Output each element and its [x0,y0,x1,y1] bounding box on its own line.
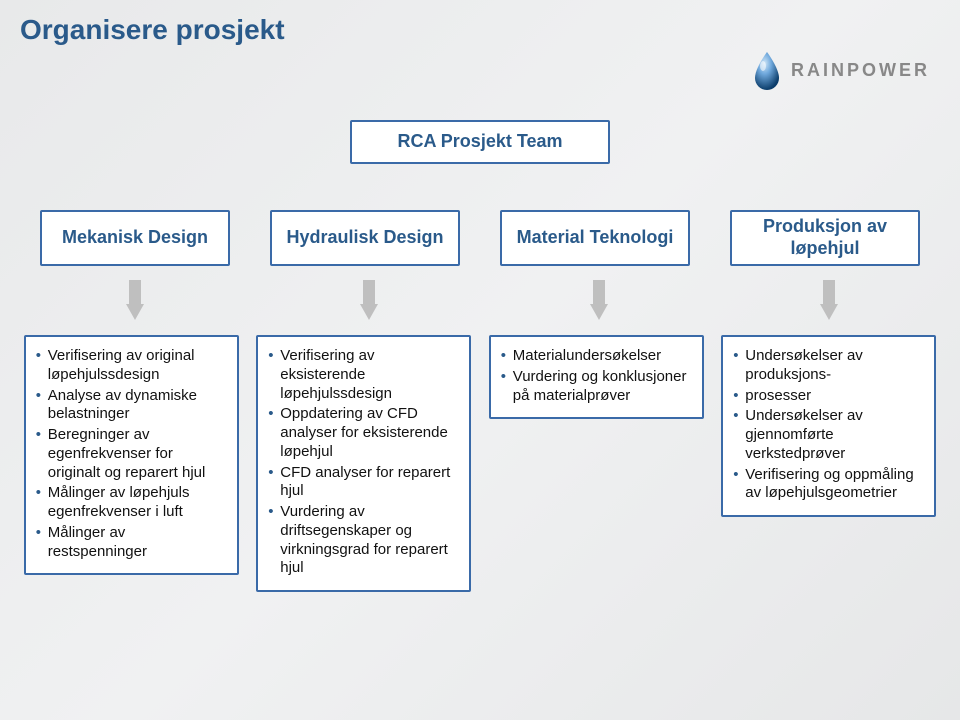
category-box-0: Mekanisk Design [40,210,230,266]
arrow-icon [126,280,144,320]
list-item: Målinger av restspenninger [34,524,227,562]
detail-list-2: Materialundersøkelser Vurdering og konklu… [499,347,692,405]
list-item: Oppdatering av CFD analyser for eksister… [266,405,459,461]
list-item: Vurdering av driftsegenskaper og virknin… [266,503,459,578]
detail-box-3: Undersøkelser av produksjons-prosesserUn… [721,335,936,517]
detail-list-0: Verifisering av original løpehjulssdesig… [34,347,227,561]
category-box-2: Material Teknologi [500,210,690,266]
water-drop-icon [751,50,783,90]
list-item: Verifisering av original løpehjulssdesig… [34,347,227,385]
list-item: Beregninger av egenfrekvenser for origin… [34,426,227,482]
detail-row: Verifisering av original løpehjulssdesig… [0,335,960,592]
list-item: Undersøkelser av gjennomførte verkstedpr… [731,407,924,463]
arrow-icon [590,280,608,320]
detail-box-1: Verifisering av eksisterende løpehjulssd… [256,335,471,592]
arrow-icon [360,280,378,320]
page-title: Organisere prosjekt [20,14,285,46]
list-item: Materialundersøkelser [499,347,692,366]
list-item: Målinger av løpehjuls egenfrekvenser i l… [34,484,227,522]
detail-list-3: Undersøkelser av produksjons-prosesserUn… [731,347,924,503]
list-item: CFD analyser for reparert hjul [266,464,459,502]
detail-box-2: Materialundersøkelser Vurdering og konklu… [489,335,704,419]
list-item: Verifisering av eksisterende løpehjulssd… [266,347,459,403]
root-node: RCA Prosjekt Team [350,120,610,164]
list-item: prosesser [731,387,924,406]
brand-text: RAINPOWER [791,60,930,81]
category-box-1: Hydraulisk Design [270,210,460,266]
category-row: Mekanisk Design Hydraulisk Design Materi… [0,210,960,266]
detail-box-0: Verifisering av original løpehjulssdesig… [24,335,239,575]
brand-logo: RAINPOWER [751,50,930,90]
arrow-icon [820,280,838,320]
list-item: Verifisering og oppmåling av løpehjulsge… [731,466,924,504]
category-box-3: Produksjon av løpehjul [730,210,920,266]
list-item: Analyse av dynamiske belastninger [34,387,227,425]
detail-list-1: Verifisering av eksisterende løpehjulssd… [266,347,459,578]
list-item: Undersøkelser av produksjons- [731,347,924,385]
list-item: Vurdering og konklusjoner på materialprø… [499,368,692,406]
